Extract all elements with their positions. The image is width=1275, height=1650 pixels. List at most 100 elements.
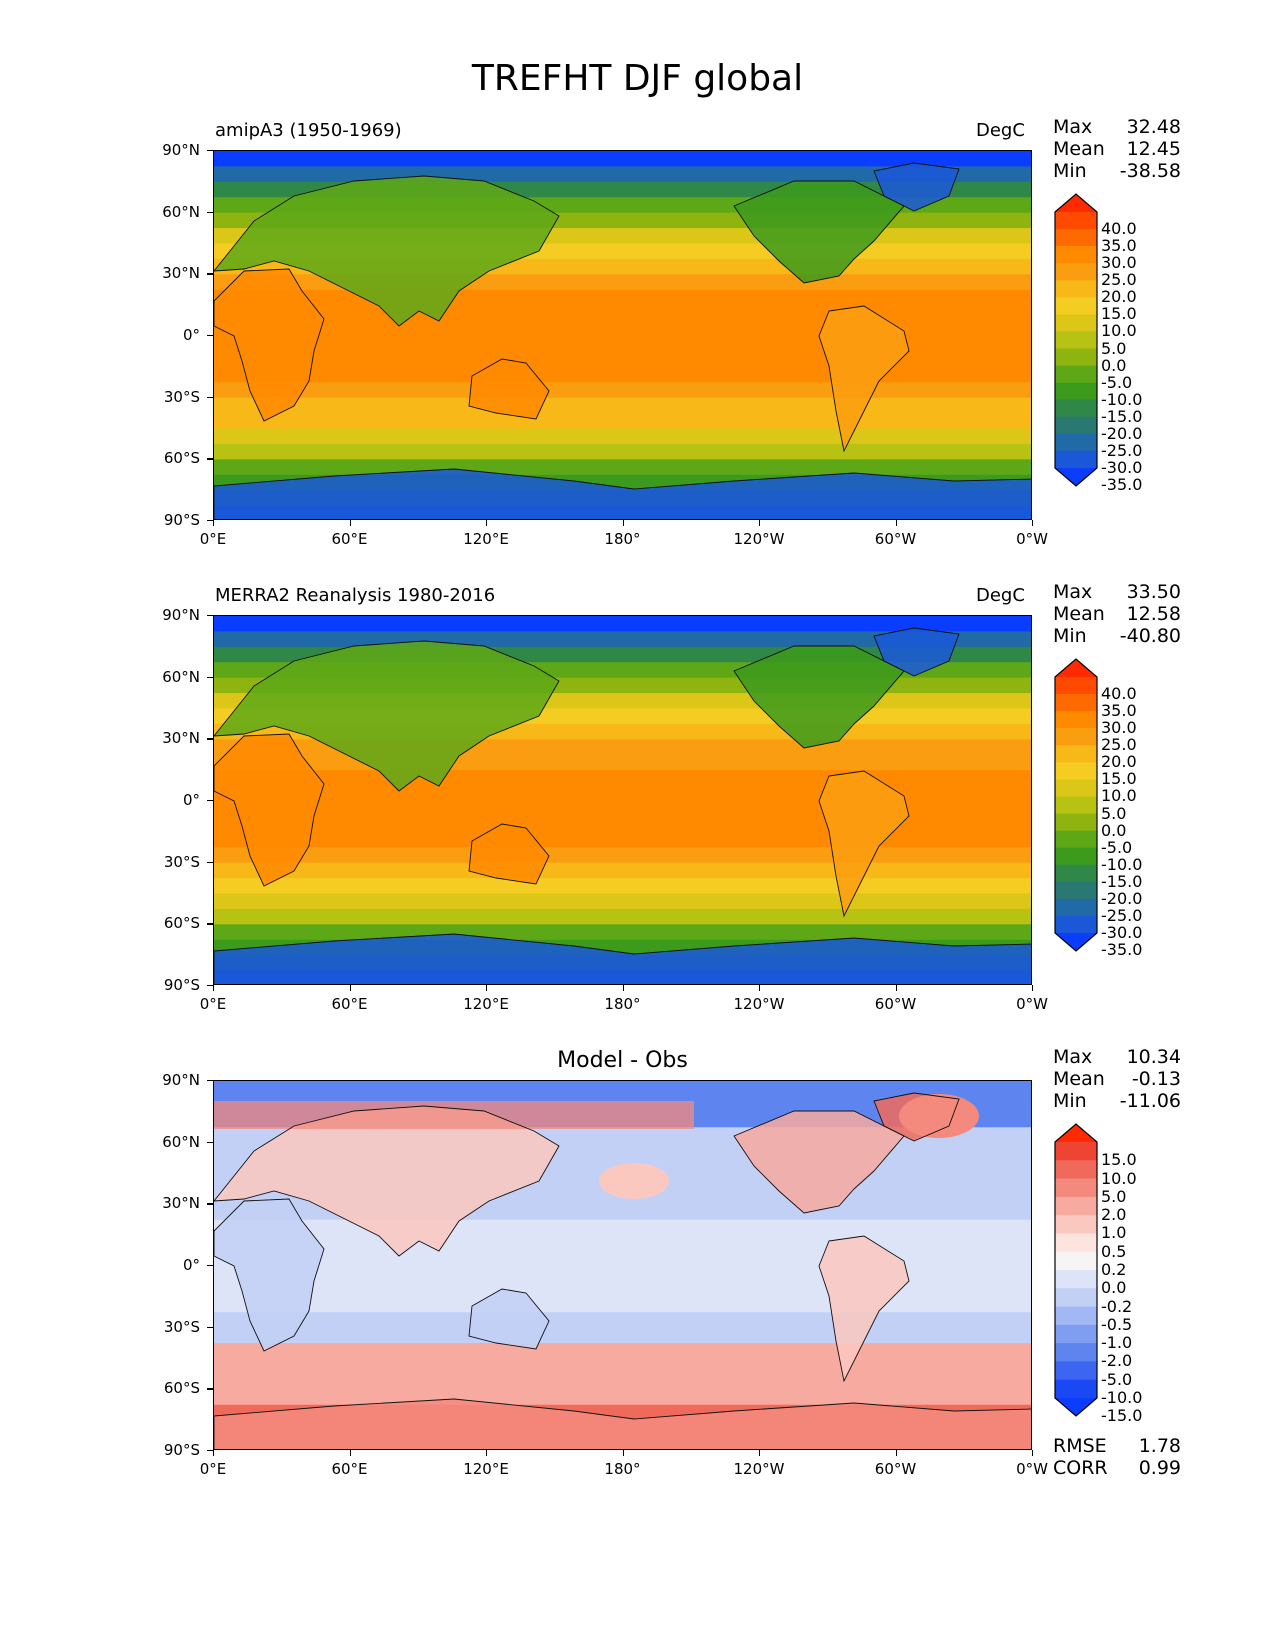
coastline [214,733,325,887]
lon-tick-label: 0°W [1016,1460,1048,1478]
panel-left-title: amipA3 (1950-1969) [215,120,402,141]
colorbar-label: -0.2 [1101,1296,1133,1316]
lat-tick-mark [207,800,213,802]
land-fill [819,306,909,451]
colorbar-segment [1055,348,1097,367]
colorbar-segment [1055,229,1097,247]
panel-model: amipA3 (1950-1969) DegC Max 32.48 Mean 12.45 M… [0,0,1275,548]
stat-label: RMSE [1053,1435,1107,1457]
lon-tick-mark [622,520,624,526]
land-fill [819,1236,909,1381]
stat-label: Max [1053,581,1093,603]
field-band [214,366,1031,383]
land-fill [214,469,1031,519]
field-band [214,1343,1031,1360]
field-band [214,1235,1031,1252]
colorbar-label: 0.0 [1101,820,1127,840]
lon-tick-mark [213,985,215,991]
stat-label: Min [1053,1090,1087,1112]
coastline [818,1235,910,1383]
field-band [214,151,1031,168]
colorbar-label: 25.0 [1101,735,1137,755]
lat-tick-mark [207,1203,213,1205]
lon-tick-label: 120°W [733,995,785,1013]
colorbar-label: -0.5 [1101,1314,1133,1334]
lon-tick-mark [759,985,761,991]
lon-tick-mark [486,520,488,526]
lon-tick-mark [759,520,761,526]
lon-tick-mark [895,520,897,526]
colorbar-segment [1055,745,1097,763]
colorbar-label: -10.0 [1101,854,1143,874]
colorbar-label: -25.0 [1101,440,1143,460]
colorbar-label: 10.0 [1101,786,1137,806]
land-fill [874,163,959,211]
colorbar-segment [1055,1215,1097,1235]
coastline [214,1198,325,1352]
lon-tick-mark [486,985,488,991]
colorbar-label: 0.2 [1101,1260,1127,1279]
colorbar-label: -2.0 [1101,1351,1133,1371]
colorbar-label: -30.0 [1101,923,1143,942]
colorbar-label: 1.0 [1101,1223,1127,1243]
field-band [214,831,1031,848]
colorbar-label: -15.0 [1101,871,1143,891]
lon-tick-label: 180° [604,1460,641,1478]
land-fill [214,641,559,791]
lon-tick-mark [1032,1450,1034,1456]
colorbar-segment [1055,796,1097,815]
colorbar-label: 40.0 [1101,219,1137,239]
coastline [214,640,560,792]
land-fill [819,771,909,916]
colorbar-label: -15.0 [1101,1406,1143,1426]
stat-row-mean: Mean 12.45 [1053,138,1181,160]
panel-units: DegC [976,585,1025,606]
lon-tick-label: 120°E [463,995,509,1013]
land-fill [214,734,324,886]
coastline [873,1092,960,1142]
land-fill [734,181,904,283]
coastline [214,175,560,327]
lon-tick-label: 60°E [331,995,368,1013]
colorbar-label: 35.0 [1101,236,1137,256]
colorbar-label: 10.0 [1101,1168,1137,1188]
land-fill [214,934,1031,984]
land-fill [469,359,549,419]
lon-tick-label: 60°W [874,1460,917,1478]
panel-units: DegC [976,120,1025,141]
land-fill [734,1111,904,1213]
lat-tick-mark [207,335,213,337]
field-band [214,1296,1031,1313]
colorbar-segment [1055,1160,1097,1180]
map-field-model [214,151,1031,519]
stat-label: Mean [1053,603,1105,625]
stat-value: 33.50 [1126,581,1181,603]
colorbar-label: -5.0 [1101,837,1133,857]
lat-tick-label: 30°N [162,264,200,283]
colorbar-label: 30.0 [1101,253,1137,273]
colorbar-label: 30.0 [1101,718,1137,738]
lat-tick-label: 0° [182,326,200,344]
colorbar-segment [1055,1361,1097,1381]
colorbar-tip-top [1055,659,1097,677]
lat-tick-mark [207,520,213,522]
map-frame [213,615,1032,985]
colorbar-label: -35.0 [1101,940,1143,960]
panel-diff: Model - Obs Max 10.34 Mean -0.13 Min -11.06 90°… [0,930,1275,1479]
lon-tick-label: 0°E [199,530,227,548]
colorbar-segment [1055,779,1097,798]
colorbar-segment [1055,881,1097,900]
colorbar-segment [1055,1270,1097,1289]
panel-obs: MERRA2 Reanalysis 1980-2016 DegC Max 33.50 M… [0,465,1275,1013]
stat-label: Max [1053,116,1093,138]
field-band [214,351,1031,368]
colorbar-label: -15.0 [1101,406,1143,426]
colorbar-label: -35.0 [1101,475,1143,495]
lon-tick-label: 180° [604,995,641,1013]
lat-tick-label: 60°N [162,202,200,221]
stat-label: Min [1053,625,1087,647]
field-band [214,1389,1031,1406]
lat-tick-mark [207,1080,213,1082]
land-fill [214,1199,324,1351]
colorbar [1054,1123,1098,1417]
